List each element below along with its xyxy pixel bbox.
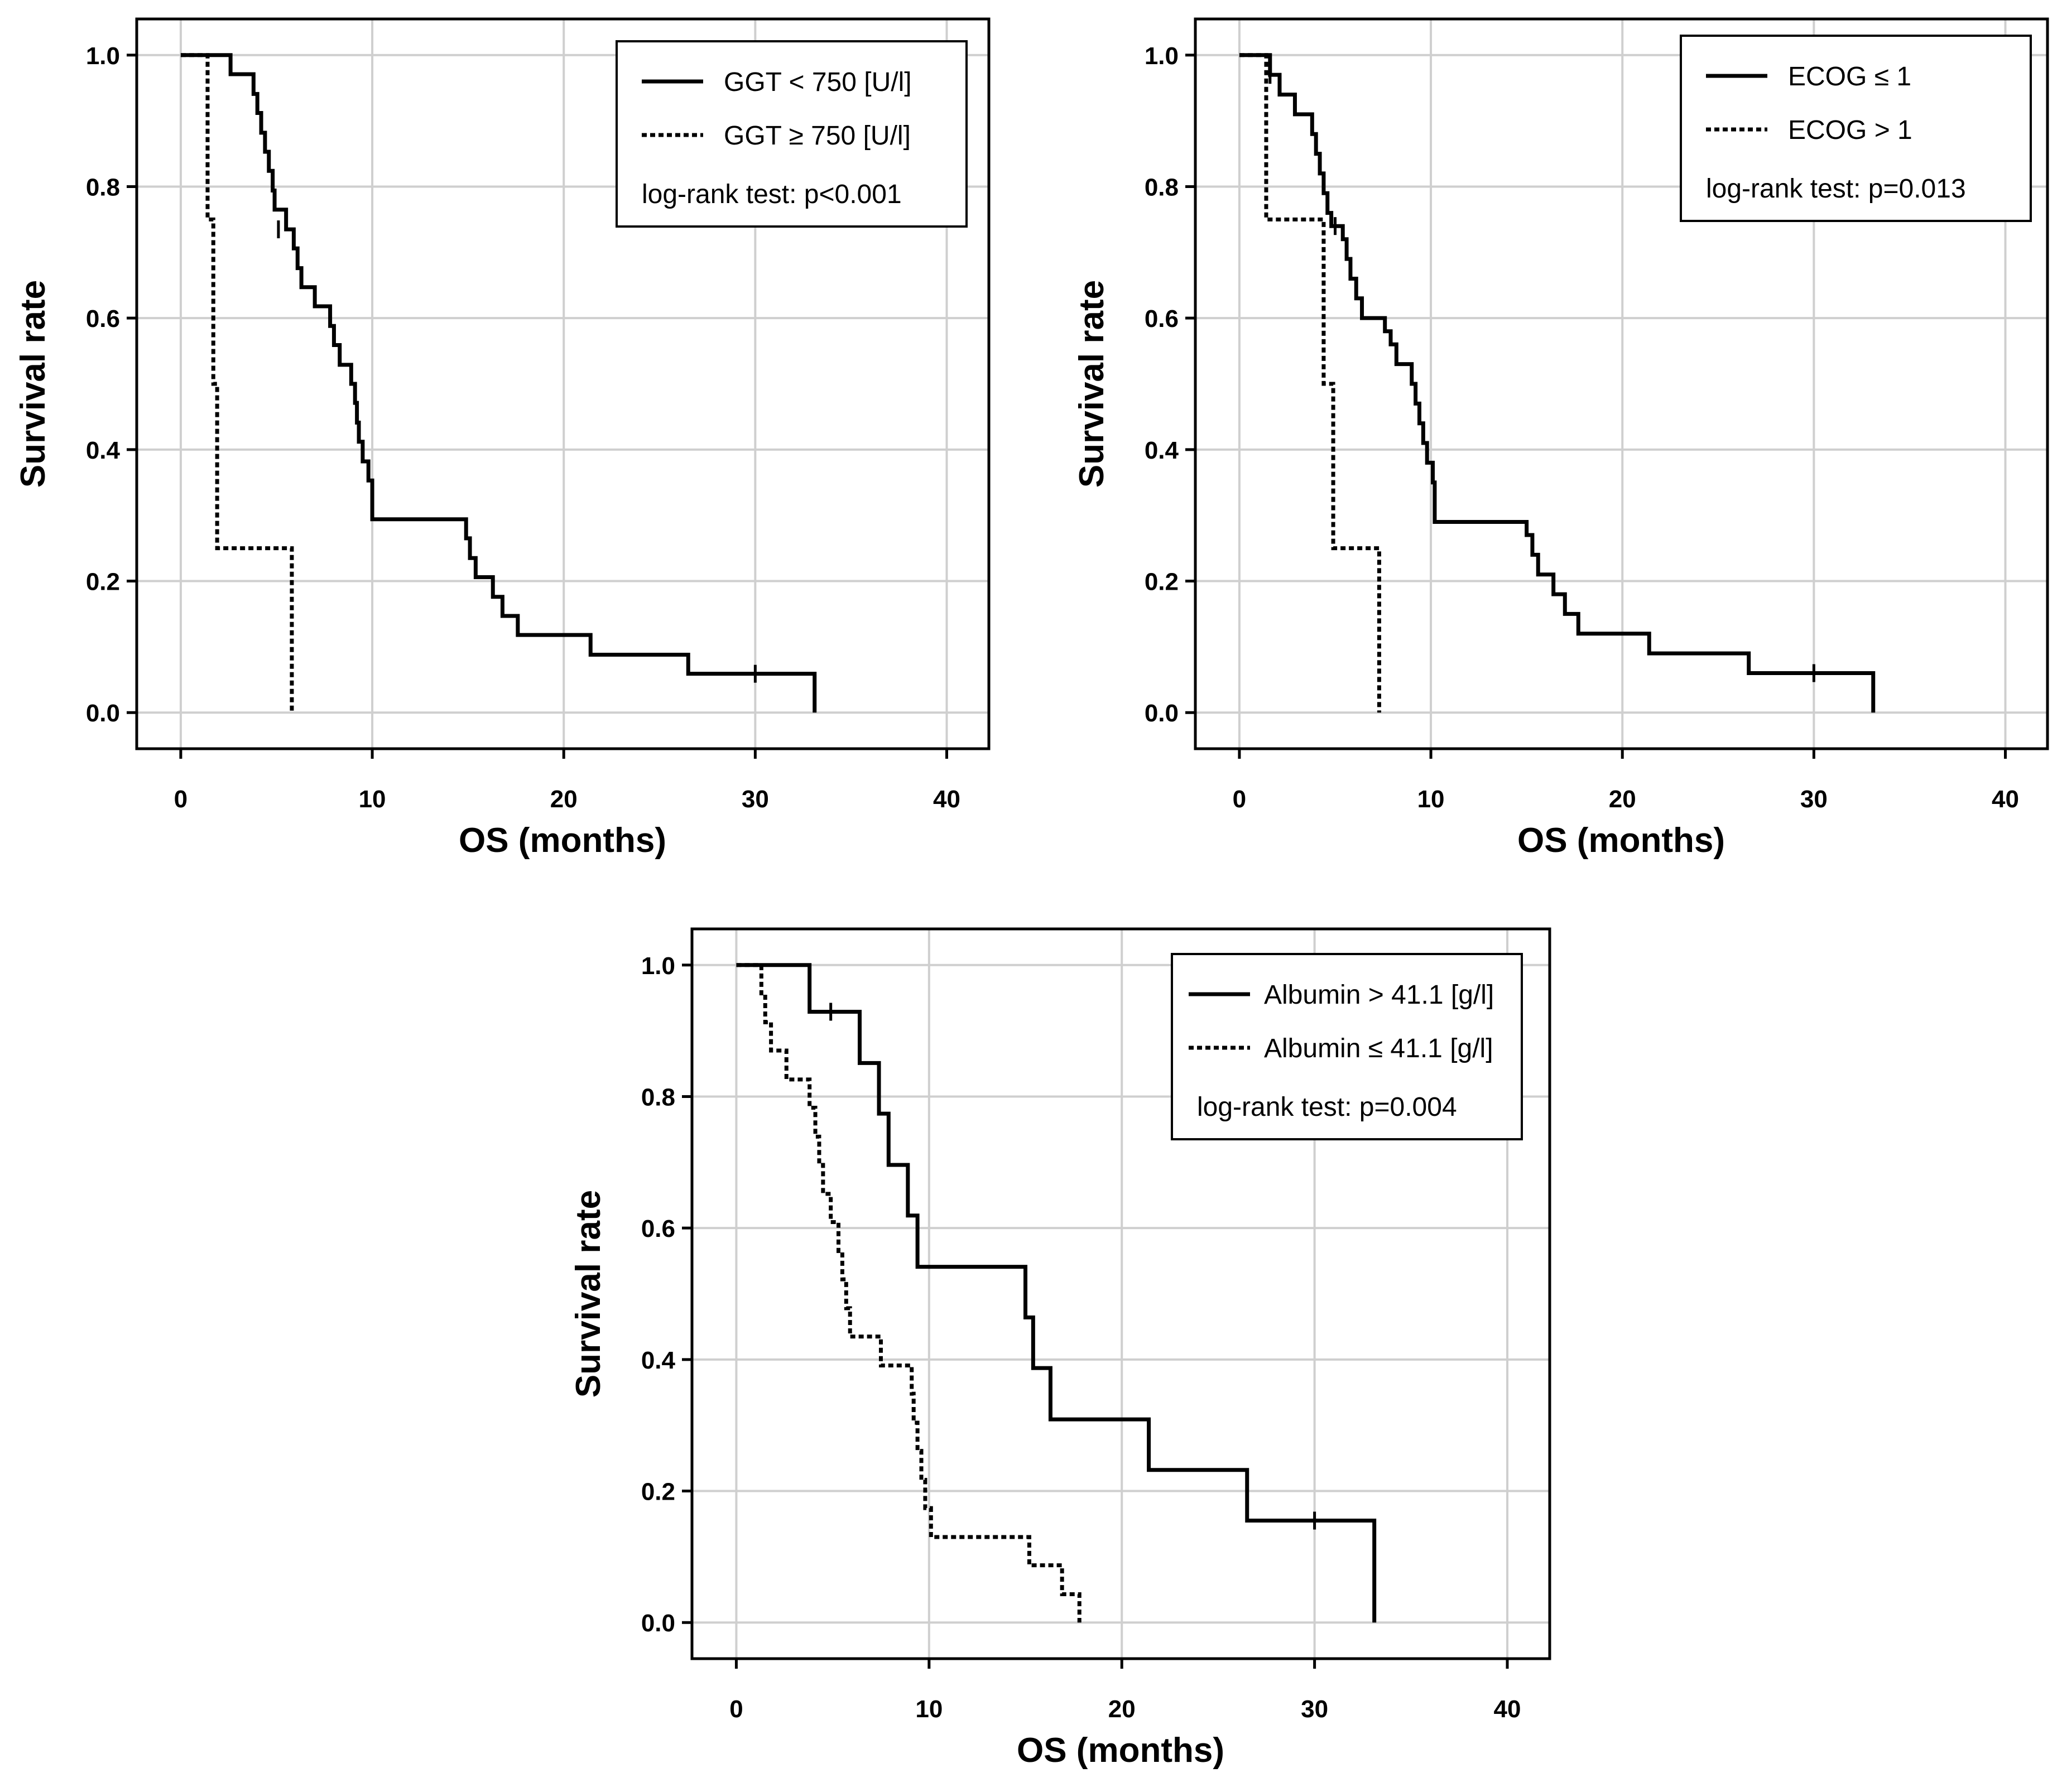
x-axis-title: OS (months) [459,821,666,860]
x-tick-label: 40 [1992,786,2019,813]
legend-label: Albumin ≤ 41.1 [g/l] [1264,1034,1493,1063]
x-tick-label: 40 [1494,1695,1521,1723]
legend-label: GGT ≥ 750 [U/l] [724,121,911,151]
legend-box: GGT < 750 [U/l] GGT ≥ 750 [U/l] log-rank… [616,40,968,228]
x-axis-title: OS (months) [1517,821,1725,860]
y-tick-label: 0.0 [641,1610,675,1637]
x-tick-label: 30 [1800,786,1828,813]
y-tick-label: 0.2 [641,1478,675,1506]
y-tick-label: 1.0 [1145,42,1179,70]
legend-label: ECOG ≤ 1 [1788,62,1911,91]
series-group [1239,53,1876,713]
y-tick-label: 0.6 [641,1215,675,1242]
km-curve-solid [1239,53,1876,713]
log-rank-annotation: log-rank test: p=0.004 [1197,1092,1457,1122]
y-tick-labels: 0.0 0.2 0.4 0.6 0.8 1.0 [1145,42,1195,727]
x-tick-label: 10 [359,786,386,813]
y-tick-labels: 0.0 0.2 0.4 0.6 0.8 1.0 [641,952,692,1637]
y-tick-label: 0.8 [1145,174,1179,201]
km-panel-ecog: 0.0 0.2 0.4 0.6 0.8 1.0 0 10 20 30 40 OS (months)… [1073,17,2049,860]
legend-box: Albumin > 41.1 [g/l] Albumin ≤ 41.1 [g/l… [1171,953,1523,1140]
x-tick-labels: 0 10 20 30 40 [729,1659,1521,1723]
x-tick-label: 0 [729,1695,743,1723]
y-tick-label: 0.0 [1145,700,1179,727]
x-tick-labels: 0 10 20 30 40 [174,749,960,813]
y-tick-label: 0.6 [1145,305,1179,333]
x-tick-label: 10 [915,1695,943,1723]
y-tick-label: 0.6 [86,305,120,333]
x-tick-label: 0 [1233,786,1246,813]
y-axis-title: Survival rate [1073,280,1111,488]
km-panel-ggt: 0.0 0.2 0.4 0.6 0.8 1.0 0 10 20 30 40 OS (months)… [14,17,991,860]
y-tick-label: 0.4 [641,1347,676,1374]
x-tick-label: 30 [1301,1695,1328,1723]
km-curve-dotted [1239,53,1381,713]
y-tick-label: 0.2 [86,569,120,596]
log-rank-annotation: log-rank test: p=0.013 [1706,174,1966,204]
km-curve-solid [180,53,817,713]
y-tick-label: 0.4 [1145,437,1179,464]
km-curve-solid [736,963,1377,1623]
x-tick-label: 10 [1417,786,1445,813]
y-tick-labels: 0.0 0.2 0.4 0.6 0.8 1.0 [86,42,137,727]
x-tick-label: 20 [550,786,578,813]
legend-label: GGT < 750 [U/l] [724,68,912,97]
x-tick-label: 0 [174,786,188,813]
km-curve-dotted [736,963,1082,1623]
y-tick-label: 0.2 [1145,569,1179,596]
km-panel-albumin: 0.0 0.2 0.4 0.6 0.8 1.0 0 10 20 30 40 OS (months)… [569,927,1551,1770]
x-axis-title: OS (months) [1017,1731,1224,1770]
km-curve-dotted [180,53,294,713]
series-group [736,963,1377,1623]
y-tick-label: 0.4 [86,437,121,464]
legend-label: ECOG > 1 [1788,115,1912,145]
y-tick-label: 1.0 [86,42,120,70]
y-axis-title: Survival rate [14,280,52,488]
x-tick-label: 40 [933,786,960,813]
x-tick-label: 20 [1108,1695,1136,1723]
y-tick-label: 1.0 [641,952,675,980]
legend-box: ECOG ≤ 1 ECOG > 1 log-rank test: p=0.013 [1680,35,2032,222]
x-tick-label: 30 [742,786,769,813]
series-group [180,53,817,713]
y-tick-label: 0.8 [641,1083,675,1111]
y-axis-title: Survival rate [569,1190,608,1398]
y-tick-label: 0.0 [86,700,120,727]
x-tick-label: 20 [1609,786,1636,813]
x-tick-labels: 0 10 20 30 40 [1233,749,2019,813]
legend-label: Albumin > 41.1 [g/l] [1264,980,1494,1010]
log-rank-annotation: log-rank test: p<0.001 [642,180,902,209]
y-tick-label: 0.8 [86,174,120,201]
